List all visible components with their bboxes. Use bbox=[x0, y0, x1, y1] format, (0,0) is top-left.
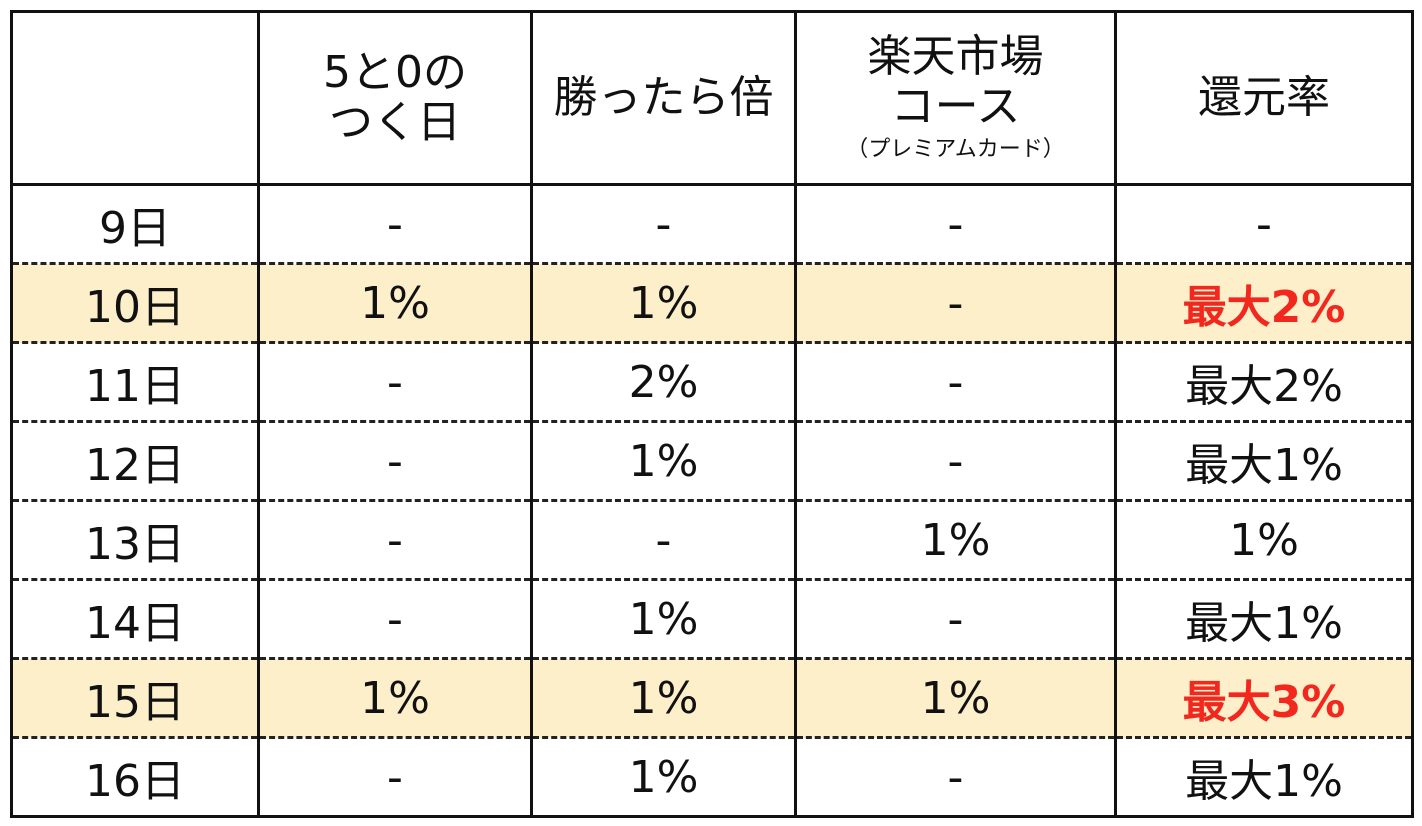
ichiba-course-cell: 1% bbox=[794, 500, 1117, 581]
point-rate-table: 5と0の つく日 勝ったら倍 楽天市場 コース （プレミアムカード） 還元率 9… bbox=[10, 10, 1414, 818]
header-ichiba-line2: コース bbox=[890, 81, 1021, 132]
day-cell: 10日 bbox=[10, 263, 260, 344]
ichiba-course-cell: - bbox=[794, 263, 1117, 344]
five-zero-cell: - bbox=[257, 342, 533, 423]
win-double-cell: 2% bbox=[530, 342, 797, 423]
rate-cell: 最大1% bbox=[1114, 737, 1414, 818]
win-double-cell: 1% bbox=[530, 263, 797, 344]
rate-cell: 最大2% bbox=[1114, 263, 1414, 344]
ichiba-course-cell: - bbox=[794, 421, 1117, 502]
table-row: 9日 - - - - bbox=[10, 184, 1414, 265]
five-zero-cell: 1% bbox=[257, 658, 533, 739]
ichiba-course-cell: - bbox=[794, 737, 1117, 818]
five-zero-cell: - bbox=[257, 500, 533, 581]
day-cell: 15日 bbox=[10, 658, 260, 739]
rate-cell: 1% bbox=[1114, 500, 1414, 581]
day-cell: 16日 bbox=[10, 737, 260, 818]
header-row: 5と0の つく日 勝ったら倍 楽天市場 コース （プレミアムカード） 還元率 bbox=[10, 10, 1414, 186]
header-ichiba-course: 楽天市場 コース （プレミアムカード） bbox=[794, 10, 1117, 186]
ichiba-course-cell: 1% bbox=[794, 658, 1117, 739]
rate-cell: 最大3% bbox=[1114, 658, 1414, 739]
win-double-cell: - bbox=[530, 500, 797, 581]
header-ichiba-line1: 楽天市場 bbox=[867, 31, 1044, 82]
header-five-zero-line2: つく日 bbox=[329, 97, 461, 148]
rate-cell: - bbox=[1114, 184, 1414, 265]
header-ichiba-sub: （プレミアムカード） bbox=[846, 137, 1065, 162]
table-row: 10日 1% 1% - 最大2% bbox=[10, 263, 1414, 344]
header-return-rate: 還元率 bbox=[1114, 10, 1414, 186]
win-double-cell: 1% bbox=[530, 421, 797, 502]
ichiba-course-cell: - bbox=[794, 184, 1117, 265]
header-five-zero-line1: 5と0の bbox=[323, 47, 467, 98]
header-win-double-label: 勝ったら倍 bbox=[553, 72, 774, 123]
day-cell: 13日 bbox=[10, 500, 260, 581]
table-row: 13日 - - 1% 1% bbox=[10, 500, 1414, 581]
rate-cell: 最大1% bbox=[1114, 579, 1414, 660]
table-row: 11日 - 2% - 最大2% bbox=[10, 342, 1414, 423]
header-corner bbox=[10, 10, 260, 186]
header-five-zero-day: 5と0の つく日 bbox=[257, 10, 533, 186]
win-double-cell: 1% bbox=[530, 579, 797, 660]
rates-table-container: 5と0の つく日 勝ったら倍 楽天市場 コース （プレミアムカード） 還元率 9… bbox=[10, 10, 1414, 818]
win-double-cell: 1% bbox=[530, 658, 797, 739]
ichiba-course-cell: - bbox=[794, 342, 1117, 423]
ichiba-course-cell: - bbox=[794, 579, 1117, 660]
five-zero-cell: - bbox=[257, 421, 533, 502]
header-win-double: 勝ったら倍 bbox=[530, 10, 797, 186]
five-zero-cell: 1% bbox=[257, 263, 533, 344]
table-row: 16日 - 1% - 最大1% bbox=[10, 737, 1414, 818]
win-double-cell: - bbox=[530, 184, 797, 265]
five-zero-cell: - bbox=[257, 184, 533, 265]
five-zero-cell: - bbox=[257, 737, 533, 818]
five-zero-cell: - bbox=[257, 579, 533, 660]
win-double-cell: 1% bbox=[530, 737, 797, 818]
day-cell: 9日 bbox=[10, 184, 260, 265]
table-row: 15日 1% 1% 1% 最大3% bbox=[10, 658, 1414, 739]
table-row: 14日 - 1% - 最大1% bbox=[10, 579, 1414, 660]
day-cell: 12日 bbox=[10, 421, 260, 502]
day-cell: 14日 bbox=[10, 579, 260, 660]
rate-cell: 最大1% bbox=[1114, 421, 1414, 502]
header-return-rate-label: 還元率 bbox=[1198, 72, 1330, 123]
rate-cell: 最大2% bbox=[1114, 342, 1414, 423]
day-cell: 11日 bbox=[10, 342, 260, 423]
table-row: 12日 - 1% - 最大1% bbox=[10, 421, 1414, 502]
